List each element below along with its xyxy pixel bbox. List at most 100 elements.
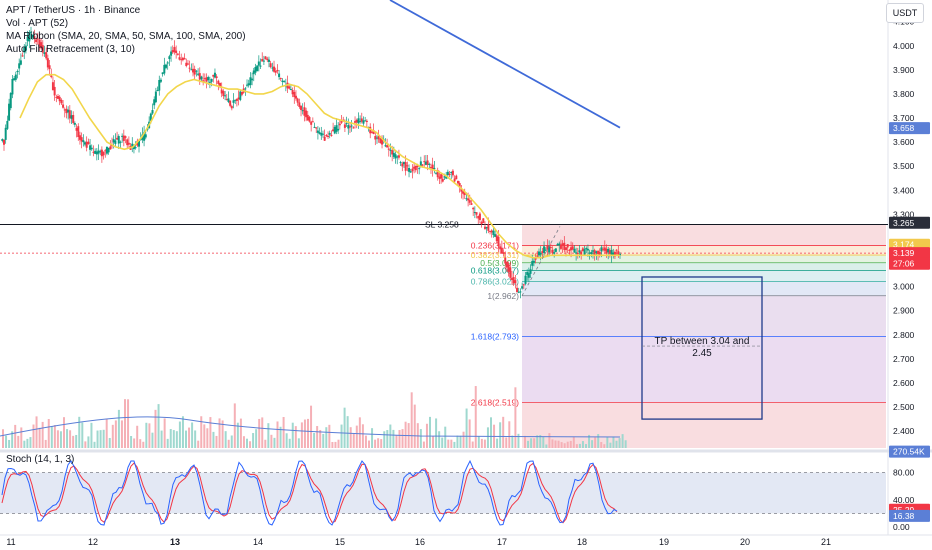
- fib-indicator-label[interactable]: Auto Fib Retracement (3, 10): [6, 44, 135, 55]
- volume-bar: [212, 431, 215, 448]
- candle-body: [131, 143, 134, 147]
- time-axis-tick: 13: [170, 537, 180, 547]
- candle-body: [234, 99, 237, 101]
- candle-body: [489, 230, 492, 232]
- volume-bar: [276, 421, 279, 448]
- volume-bar: [392, 429, 395, 448]
- candle-body: [41, 45, 44, 53]
- time-axis-tick: 14: [253, 537, 263, 547]
- stoch-indicator-label[interactable]: Stoch (14, 1, 3): [6, 454, 75, 465]
- volume-bar: [349, 427, 352, 448]
- candle-body: [170, 51, 173, 56]
- ma-ribbon-label[interactable]: MA Ribbon (SMA, 20, SMA, 50, SMA, 100, S…: [6, 31, 246, 42]
- candle-body: [602, 248, 605, 250]
- volume-bar: [548, 433, 551, 448]
- candle-body: [428, 163, 431, 165]
- price-axis-tick: 3.500: [893, 161, 915, 171]
- volume-bar: [185, 430, 187, 448]
- candle-body: [240, 91, 243, 95]
- candle-body: [165, 64, 168, 68]
- candle-body: [208, 81, 211, 83]
- candle-body: [163, 64, 166, 74]
- volume-bar: [273, 437, 276, 448]
- volume-bar: [459, 435, 462, 448]
- stoch-band: [0, 472, 886, 514]
- candle-body: [524, 275, 527, 284]
- candle-body: [462, 191, 465, 194]
- volume-bar: [581, 441, 584, 448]
- stoch-k-line: [1, 459, 618, 526]
- price-axis-tick: 3.300: [893, 209, 915, 219]
- take-profit-label: TP between 3.04 and: [655, 336, 750, 347]
- candle-body: [63, 109, 66, 111]
- candle-body: [402, 162, 405, 165]
- volume-bar: [239, 418, 242, 448]
- candle-body: [132, 145, 135, 150]
- candle-body: [323, 136, 326, 141]
- candle-body: [527, 273, 530, 278]
- volume-bar: [401, 429, 404, 448]
- candle-body: [465, 198, 468, 200]
- currency-button[interactable]: USDT: [886, 3, 924, 23]
- volume-bar: [539, 434, 542, 448]
- candle-body: [159, 79, 162, 82]
- candle-body: [595, 251, 598, 253]
- candle-body: [19, 60, 22, 65]
- price-tag-label: 3.658: [893, 123, 915, 133]
- candle-body: [583, 249, 586, 255]
- candle-body: [588, 252, 591, 254]
- symbol-title[interactable]: APT / TetherUS · 1h · Binance: [6, 5, 141, 16]
- candle-body: [495, 235, 498, 242]
- candle-body: [365, 120, 368, 123]
- candle-body: [112, 139, 115, 143]
- candle-body: [362, 120, 365, 124]
- volume-bar: [279, 426, 282, 448]
- candle-body: [50, 75, 53, 78]
- candle-body: [283, 81, 286, 83]
- candle-body: [70, 115, 73, 119]
- candle-body: [608, 250, 611, 254]
- candle-body: [384, 145, 387, 147]
- candle-body: [619, 253, 621, 255]
- candle-body: [24, 45, 27, 51]
- volume-bar: [496, 438, 499, 448]
- candle-body: [171, 50, 174, 53]
- candle-body: [23, 47, 26, 53]
- price-tag-label: 27:06: [893, 259, 915, 269]
- candle-body: [195, 70, 198, 72]
- volume-bar: [310, 405, 313, 448]
- volume-bar: [588, 434, 591, 448]
- candle-body: [202, 80, 205, 82]
- price-tag-label: 3.139: [893, 248, 915, 258]
- volume-bar: [26, 438, 29, 448]
- candle-body: [370, 131, 373, 133]
- volume-bar: [282, 416, 285, 448]
- price-axis-tick: 3.700: [893, 113, 915, 123]
- volume-bar: [624, 440, 627, 448]
- candle-body: [126, 139, 129, 146]
- candle-body: [394, 154, 397, 159]
- candle-body: [190, 69, 193, 71]
- candle-body: [30, 31, 33, 33]
- candle-body: [526, 271, 529, 275]
- volume-bar: [514, 387, 517, 448]
- volume-indicator-label[interactable]: Vol · APT (52): [6, 18, 69, 29]
- candle-body: [237, 97, 240, 100]
- time-axis-tick: 21: [821, 537, 831, 547]
- volume-bar: [35, 416, 38, 448]
- volume-bar: [374, 439, 377, 448]
- price-tag-label: 3.265: [893, 218, 915, 228]
- candle-body: [612, 252, 615, 256]
- candle-body: [505, 261, 508, 268]
- volume-bar: [267, 423, 270, 448]
- volume-bar: [108, 437, 111, 448]
- candle-body: [472, 207, 475, 210]
- volume-bar: [303, 419, 306, 448]
- volume-bar: [17, 435, 20, 448]
- volume-bar: [120, 420, 123, 448]
- volume-bar: [191, 422, 194, 448]
- volume-bar: [96, 430, 99, 448]
- volume-bar: [533, 438, 536, 448]
- price-tag-label: 3.174: [893, 240, 915, 250]
